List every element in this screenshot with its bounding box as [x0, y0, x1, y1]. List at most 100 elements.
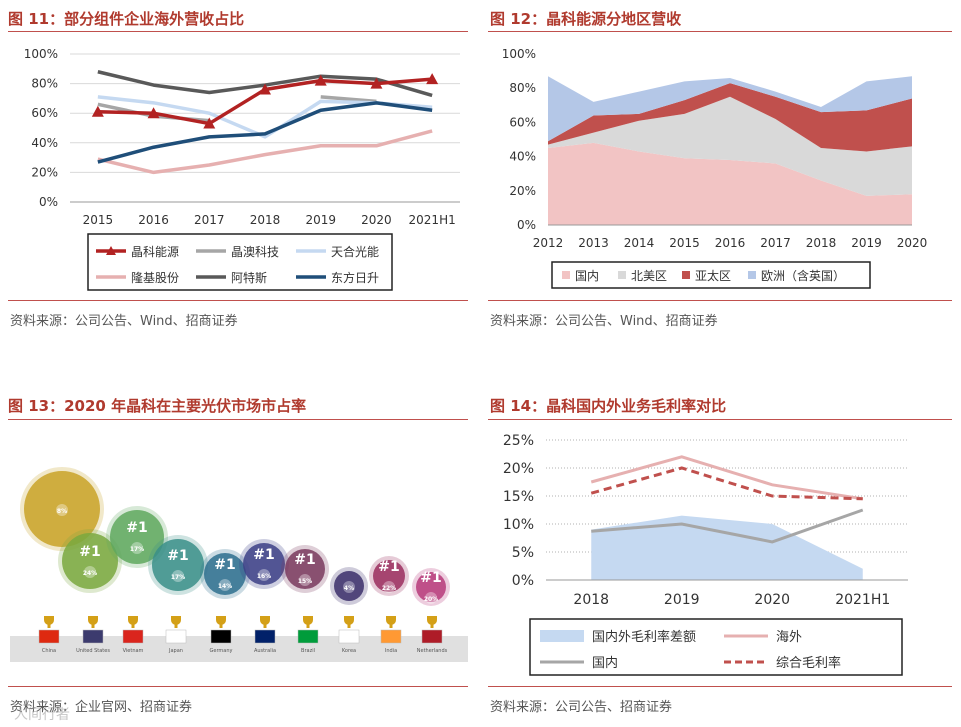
- chart12: 0% 20% 40% 60% 80% 100% 2012 2013 2014 2015 2016 20…: [502, 47, 927, 289]
- area-欧洲（含英国）: [548, 76, 912, 142]
- x-tick-label: 2017: [194, 213, 225, 227]
- flag-icon-Brazil: [297, 629, 319, 644]
- legend-swatch: [562, 271, 570, 279]
- trophy-stem: [91, 624, 95, 628]
- rank-label: #1: [294, 552, 315, 568]
- value-badge: [343, 581, 355, 593]
- trophy-stem: [306, 624, 310, 628]
- country-label: Netherlands: [417, 648, 448, 654]
- bubble-United States: [62, 533, 118, 589]
- legend-box: [529, 618, 903, 676]
- chart12-source: 资料来源：公司公告、Wind、招商证券: [490, 314, 718, 329]
- chart13-title: 图 13：2020 年晶科在主要光伏市场市占率: [8, 397, 307, 415]
- share-label: 8%: [57, 508, 67, 515]
- country-label: Japan: [168, 648, 183, 654]
- chart11-source: 资料来源：公司公告、Wind、招商证券: [10, 314, 238, 329]
- value-badge: [131, 542, 143, 554]
- x-tick-label: 2019: [851, 236, 882, 250]
- x-tick-label: 2014: [624, 236, 655, 250]
- legend-label: 天合光能: [331, 244, 379, 259]
- x-tick-label: 2018: [573, 592, 609, 608]
- y-tick-label: 80%: [31, 77, 58, 91]
- country-label: Vietnam: [123, 648, 144, 654]
- watermark: 人间行者: [14, 707, 70, 723]
- legend-label: 晶澳科技: [231, 245, 279, 259]
- share-label: 15%: [298, 578, 312, 585]
- bubble-India: [373, 560, 405, 592]
- rank-label: #1: [126, 520, 147, 536]
- data-point-marker: [259, 83, 271, 95]
- chart14: 0% 5% 10% 15% 20% 25% 2018 2019 2020 2021H1 国内外毛利率…: [503, 433, 908, 676]
- country-label: Germany: [210, 648, 233, 654]
- share-label: 17%: [171, 574, 185, 581]
- flag-icon-United States: [82, 629, 104, 644]
- bubble-Germany: [204, 553, 246, 595]
- y-tick-label: 20%: [503, 461, 534, 477]
- trophy-stem: [389, 624, 393, 628]
- y-tick-label: 60%: [509, 115, 536, 129]
- x-tick-label: 2017: [760, 236, 791, 250]
- value-badge: [299, 574, 311, 586]
- flag-icon-Korea: [338, 629, 360, 644]
- chart13: 8% #1 24% #1 17% #1 17% #1 14% #1 16% #1 15% 4% #1 22% #…: [10, 467, 468, 662]
- x-tick-label: 2013: [578, 236, 609, 250]
- x-tick-label: 2015: [83, 213, 114, 227]
- area-北美区: [548, 96, 912, 196]
- data-point-marker: [426, 73, 439, 85]
- legend-label: 北美区: [631, 269, 667, 283]
- flag-icon-Netherlands: [421, 629, 443, 644]
- legend-label: 国内: [592, 655, 618, 671]
- chart13-source: 资料来源：企业官网、招商证券: [10, 700, 193, 715]
- country-label: India: [385, 648, 397, 654]
- share-label: 22%: [382, 585, 396, 592]
- value-badge: [172, 570, 184, 582]
- trophy-stem: [219, 624, 223, 628]
- trophy-icon: [171, 616, 181, 625]
- share-label: 14%: [218, 583, 232, 590]
- trophy-stem: [174, 624, 178, 628]
- rank-label: #1: [420, 570, 441, 586]
- chart12-title-rule: [488, 31, 952, 32]
- series-line-综合毛利率: [590, 466, 863, 501]
- series-line-晶澳科技: [320, 95, 377, 104]
- share-label: 4%: [344, 585, 354, 592]
- value-badge: [425, 592, 437, 604]
- value-badge: [258, 569, 270, 581]
- bubble-Netherlands: [416, 572, 446, 602]
- trophy-stem: [47, 624, 51, 628]
- bubble-Japan: [152, 539, 204, 591]
- country-label: Australia: [254, 648, 276, 654]
- country-label: Brazil: [301, 648, 315, 654]
- y-tick-label: 25%: [503, 433, 534, 449]
- chart14-bottom-rule: [488, 686, 952, 687]
- chart14-title-rule: [488, 419, 952, 420]
- legend-label: 亚太区: [695, 268, 731, 283]
- trophy-icon: [386, 616, 396, 625]
- rank-label: #1: [214, 557, 235, 573]
- data-point-marker: [203, 117, 216, 129]
- country-label: China: [42, 648, 56, 654]
- x-tick-label: 2018: [250, 213, 281, 227]
- chart12-title: 图 12：晶科能源分地区营收: [490, 10, 682, 28]
- x-tick-label: 2016: [138, 213, 169, 227]
- y-tick-label: 0%: [39, 195, 58, 209]
- legend-label: 国内: [575, 269, 599, 283]
- chart14-title: 图 14：晶科国内外业务毛利率对比: [490, 397, 727, 415]
- value-badge: [383, 581, 395, 593]
- value-badge: [56, 504, 68, 516]
- value-badge: [219, 579, 231, 591]
- x-tick-label: 2019: [664, 592, 700, 608]
- series-line-海外: [590, 455, 863, 501]
- area-国内: [548, 142, 912, 225]
- x-tick-label: 2020: [754, 592, 790, 608]
- rank-label: #1: [253, 547, 274, 563]
- legend-label: 综合毛利率: [776, 655, 841, 671]
- data-point-marker: [147, 107, 160, 119]
- country-label: Korea: [342, 648, 356, 654]
- x-tick-label: 2021H1: [409, 213, 456, 227]
- y-tick-label: 10%: [503, 517, 534, 533]
- y-tick-label: 20%: [509, 184, 536, 198]
- chart14-source: 资料来源：公司公告、招商证券: [490, 700, 673, 715]
- legend-swatch: [540, 630, 584, 642]
- bubble-Brazil: [285, 549, 325, 589]
